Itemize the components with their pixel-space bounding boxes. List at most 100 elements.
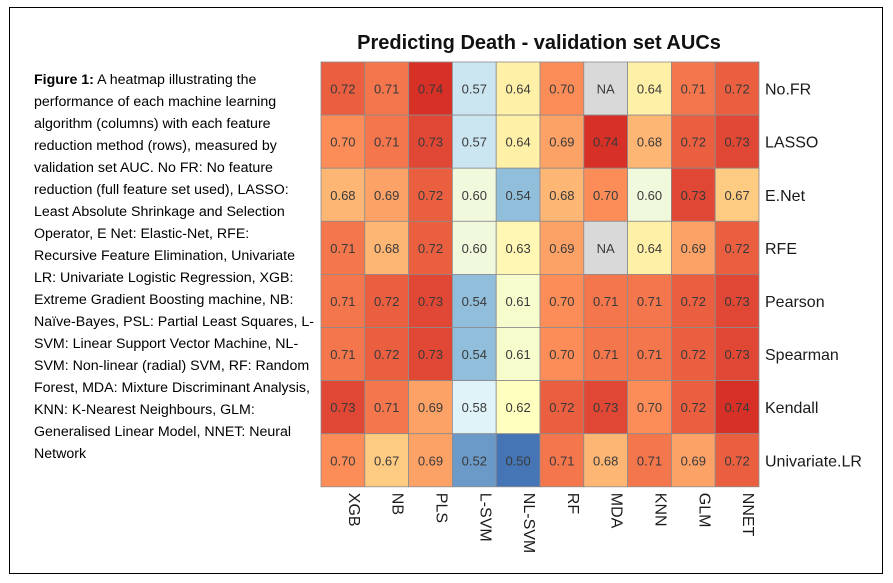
cell-value-label: 0.68: [637, 135, 662, 150]
cell-value-label: 0.69: [681, 241, 706, 256]
heatmap-cell: [671, 327, 716, 381]
cell-value-label: 0.69: [681, 453, 706, 468]
cell-value-label: 0.69: [374, 188, 399, 203]
cell-value-label: 0.74: [724, 400, 749, 415]
cell-value-label: 0.64: [637, 241, 662, 256]
cell-value-label: 0.71: [330, 347, 355, 362]
figure-caption: Figure 1: A heatmap illustrating the per…: [34, 69, 316, 465]
heatmap-cell: [671, 433, 716, 488]
heatmap-cell: [408, 114, 453, 169]
cell-value-label: 0.72: [330, 82, 355, 97]
heatmap-cell: [451, 433, 497, 488]
cell-value-label: 0.73: [681, 188, 706, 203]
heatmap-cell: [320, 220, 366, 275]
heatmap-cell: [451, 114, 497, 169]
cell-value-label: 0.70: [549, 294, 574, 309]
cell-value-label: 0.72: [681, 135, 706, 150]
cell-value-label: 0.71: [637, 347, 662, 362]
column-label: L-SVM: [476, 493, 493, 542]
cell-value-label: 0.60: [637, 188, 662, 203]
column-label: NL-SVM: [520, 493, 537, 553]
heatmap-cell: [451, 167, 497, 222]
cell-value-label: 0.71: [593, 347, 618, 362]
cell-value-label: 0.60: [462, 241, 487, 256]
cell-value-label: 0.69: [549, 241, 574, 256]
cell-value-label: 0.63: [505, 241, 530, 256]
column-label: NNET: [739, 493, 756, 537]
cell-value-label: 0.70: [549, 82, 574, 97]
cell-value-label: 0.73: [724, 347, 749, 362]
cell-value-label: 0.73: [330, 400, 355, 415]
cell-value-label: 0.71: [637, 294, 662, 309]
heatmap-cell: [671, 61, 716, 116]
cell-value-label: 0.70: [593, 188, 618, 203]
heatmap-cell: [714, 61, 760, 116]
heatmap-cell: [714, 327, 760, 381]
row-label: RFE: [765, 241, 797, 258]
cell-value-label: 0.64: [505, 135, 530, 150]
cell-value-label: 0.57: [462, 82, 487, 97]
caption-text: A heatmap illustrating the performance o…: [34, 72, 314, 462]
heatmap-cell: [627, 327, 672, 381]
cell-value-label: 0.71: [374, 400, 399, 415]
cell-value-label: 0.71: [593, 294, 618, 309]
heatmap-cell: [627, 220, 672, 275]
heatmap-cell: [539, 61, 585, 116]
row-label: LASSO: [765, 135, 818, 152]
cell-value-label: 0.72: [549, 400, 574, 415]
cell-value-label: 0.50: [505, 453, 530, 468]
heatmap-cell: [451, 220, 497, 275]
heatmap-cell: [495, 380, 541, 435]
row-label: Univariate.LR: [765, 453, 862, 470]
heatmap-cell: [495, 61, 541, 116]
cell-value-label: 0.73: [724, 294, 749, 309]
cell-value-label: 0.64: [637, 82, 662, 97]
heatmap-cell: [495, 114, 541, 169]
cell-value-label: 0.54: [462, 294, 487, 309]
cell-value-label: 0.60: [462, 188, 487, 203]
cell-value-label: 0.52: [462, 453, 487, 468]
cell-value-label: 0.72: [418, 188, 443, 203]
cell-value-label: 0.71: [330, 294, 355, 309]
cell-value-label: 0.73: [593, 400, 618, 415]
heatmap-cell: [451, 61, 497, 116]
heatmap-cell: [671, 114, 716, 169]
heatmap-cell: [627, 433, 672, 488]
row-labels: No.FR LASSO E.Net RFE Pearson Spearman Kendall…: [765, 82, 862, 471]
heatmap-cell: [408, 327, 453, 381]
cell-value-label: 0.72: [374, 294, 399, 309]
column-label: NB: [389, 493, 406, 515]
cell-value-label: 0.68: [549, 188, 574, 203]
heatmap-cell: [539, 433, 585, 488]
column-label: GLM: [695, 493, 712, 528]
cell-value-label: 0.64: [505, 82, 530, 97]
heatmap-cells: 0.72 0.71 0.74 0.57 0.64 0.70 NA 0.64 0.71 0.72 0.…: [320, 61, 760, 488]
row-label: Kendall: [765, 400, 818, 417]
cell-value-label: 0.61: [505, 347, 530, 362]
cell-value-label: 0.67: [724, 188, 749, 203]
cell-value-label: 0.71: [330, 241, 355, 256]
cell-value-label: 0.69: [418, 453, 443, 468]
heatmap-cell: [408, 167, 453, 222]
heatmap-cell: [364, 327, 409, 381]
heatmap-cell: [408, 433, 453, 488]
heatmap-cell: [364, 220, 409, 275]
cell-value-label: 0.69: [549, 135, 574, 150]
heatmap-cell: [408, 220, 453, 275]
column-labels: XGB NB PLS L-SVM NL-SVM RF MDA KNN GLM NNET: [345, 493, 756, 553]
heatmap-cell: [539, 273, 585, 328]
cell-value-label: 0.67: [374, 453, 399, 468]
heatmap-cell: [583, 327, 628, 381]
row-label: Spearman: [765, 347, 839, 364]
cell-value-label: 0.68: [330, 188, 355, 203]
cell-value-label: 0.72: [681, 294, 706, 309]
column-label: RF: [564, 493, 581, 515]
cell-value-label: 0.70: [330, 135, 355, 150]
heatmap-cell: [583, 220, 628, 275]
heatmap-cell: [364, 433, 409, 488]
caption-label: Figure 1:: [34, 72, 94, 88]
heatmap-cell: [539, 380, 585, 435]
cell-value-label: 0.72: [418, 241, 443, 256]
heatmap-cell: [671, 380, 716, 435]
